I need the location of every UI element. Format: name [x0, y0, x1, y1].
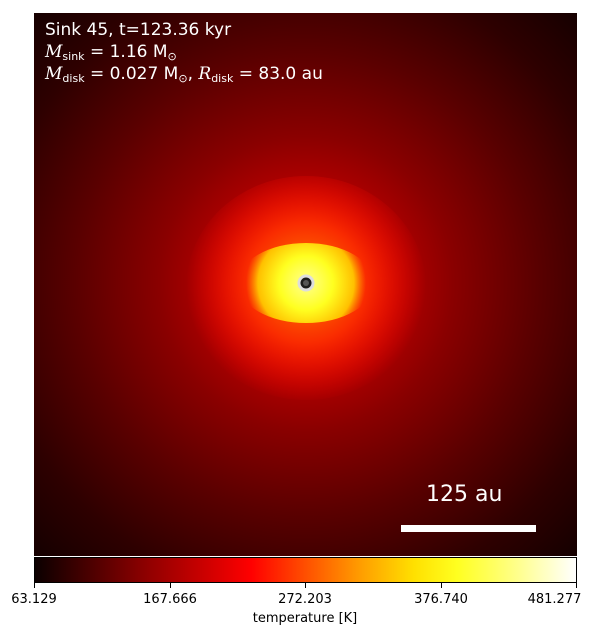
m-sink-unit-subscript: ⊙ — [167, 50, 177, 63]
r-disk-value: = 83.0 au — [233, 64, 323, 84]
colorbar-tick-label: 272.203 — [278, 592, 332, 607]
scale-bar — [401, 525, 536, 532]
r-disk-symbol: R — [198, 64, 212, 84]
disk-properties-line: Mdisk = 0.027 M⊙, Rdisk = 83.0 au — [45, 64, 323, 85]
m-disk-value: = 0.027 M — [84, 64, 179, 84]
m-sink-symbol: M — [45, 42, 63, 62]
colorbar-tick-label: 376.740 — [414, 592, 468, 607]
colorbar-tick-label: 63.129 — [11, 592, 57, 607]
m-sink-value: = 1.16 M — [84, 42, 168, 62]
r-disk-separator: , — [187, 64, 199, 84]
temperature-map-image — [34, 13, 577, 556]
temperature-map — [34, 13, 577, 556]
scale-bar-label: 125 au — [426, 482, 503, 507]
colorbar-tick-label: 167.666 — [143, 592, 197, 607]
m-disk-symbol: M — [45, 64, 63, 84]
m-disk-subscript: disk — [62, 72, 85, 85]
m-sink-subscript: sink — [62, 50, 85, 63]
colorbar-label: temperature [K] — [252, 611, 358, 626]
colorbar-tick — [576, 583, 577, 588]
colorbar-tick — [305, 583, 306, 588]
title-line1: Sink 45, t=123.36 kyr — [45, 20, 232, 40]
colorbar-tick-label: 481.277 — [527, 592, 582, 607]
sink-marker-center — [303, 280, 309, 286]
sink-mass-line: Msink = 1.16 M⊙ — [45, 42, 177, 63]
colorbar-tick — [170, 583, 171, 588]
colorbar-tick — [441, 583, 442, 588]
colorbar-tick — [34, 583, 35, 588]
r-disk-subscript: disk — [211, 72, 234, 85]
colorbar — [34, 557, 577, 583]
m-disk-unit-subscript: ⊙ — [178, 72, 188, 85]
